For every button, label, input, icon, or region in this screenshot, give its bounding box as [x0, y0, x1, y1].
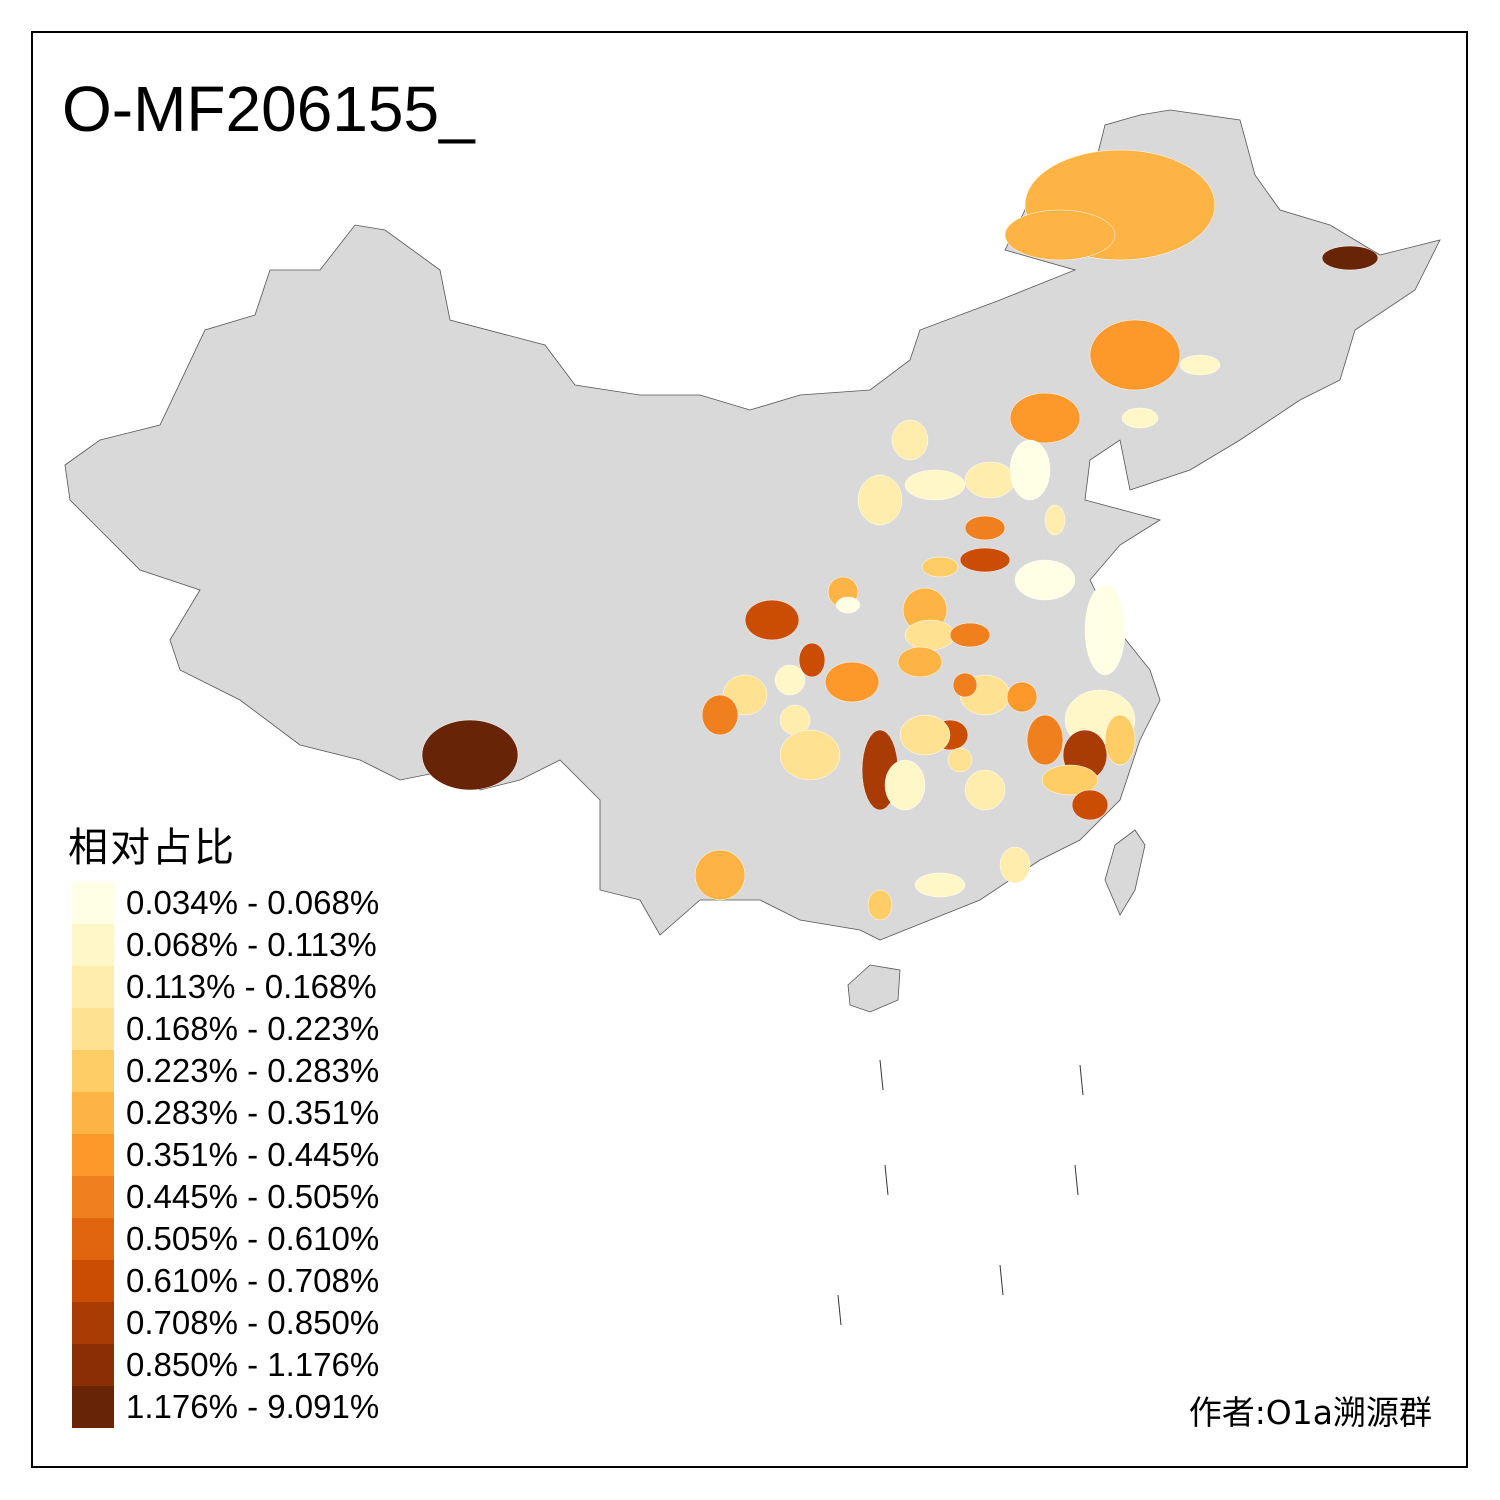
hainan-island — [847, 964, 901, 1013]
legend-swatch — [72, 882, 114, 924]
region — [999, 846, 1031, 884]
legend-swatch — [72, 1344, 114, 1386]
legend-label: 1.176% - 9.091% — [126, 1388, 380, 1425]
legend-item: 0.610% - 0.708% — [72, 1260, 379, 1302]
legend-item: 0.168% - 0.223% — [72, 1008, 379, 1050]
legend-item: 1.176% - 9.091% — [72, 1386, 379, 1428]
nine-dash-line-segment — [879, 1059, 884, 1091]
legend-label: 0.505% - 0.610% — [126, 1220, 380, 1257]
region — [964, 461, 1016, 499]
region — [947, 747, 973, 773]
nine-dash-line-segment — [999, 1264, 1004, 1296]
region — [1026, 714, 1064, 766]
region — [835, 596, 861, 614]
region — [964, 769, 1006, 811]
region — [1014, 559, 1076, 601]
region — [1041, 764, 1099, 796]
nine-dash-line-segment — [1074, 1164, 1079, 1196]
region — [421, 719, 519, 791]
region — [904, 619, 956, 651]
region — [891, 419, 929, 461]
region — [959, 547, 1011, 573]
region — [1071, 789, 1109, 821]
region — [1121, 407, 1159, 429]
region — [1084, 584, 1126, 676]
legend-item: 0.351% - 0.445% — [72, 1134, 379, 1176]
plot-frame — [31, 31, 1468, 1468]
region — [1321, 245, 1379, 271]
region — [884, 759, 926, 811]
legend-label: 0.610% - 0.708% — [126, 1262, 380, 1299]
legend-item: 0.223% - 0.283% — [72, 1050, 379, 1092]
legend-label: 0.445% - 0.505% — [126, 1178, 380, 1215]
legend-swatch — [72, 924, 114, 966]
legend-swatch — [72, 1386, 114, 1428]
legend-swatch — [72, 1008, 114, 1050]
region — [824, 661, 880, 703]
legend-title: 相对占比 — [68, 825, 236, 871]
legend-label: 0.223% - 0.283% — [126, 1052, 380, 1089]
nine-dash-line-segment — [884, 1164, 889, 1196]
author-credit: 作者:O1a溯源群 — [1188, 1393, 1432, 1432]
legend-item: 0.708% - 0.850% — [72, 1302, 379, 1344]
legend-swatch — [72, 1302, 114, 1344]
region — [1009, 439, 1051, 501]
legend-swatch — [72, 1050, 114, 1092]
nine-dash-line-segment — [1079, 1064, 1084, 1096]
legend-label: 0.168% - 0.223% — [126, 1010, 380, 1047]
region — [1006, 681, 1038, 713]
legend-item: 0.505% - 0.610% — [72, 1218, 379, 1260]
region — [952, 672, 978, 698]
china-outline — [64, 109, 1441, 941]
region — [1089, 319, 1181, 391]
region — [964, 515, 1006, 541]
legend-label: 0.283% - 0.351% — [126, 1094, 380, 1131]
region — [779, 729, 841, 781]
region — [949, 622, 991, 648]
legend-item: 0.068% - 0.113% — [72, 924, 379, 966]
legend-item: 0.283% - 0.351% — [72, 1092, 379, 1134]
map-title: O-MF206155_ — [62, 73, 475, 145]
legend-swatch — [72, 1260, 114, 1302]
legend-label: 0.708% - 0.850% — [126, 1304, 380, 1341]
region — [774, 664, 806, 696]
legend-item: 0.113% - 0.168% — [72, 966, 379, 1008]
legend: 0.034% - 0.068% 0.068% - 0.113% 0.113% - 0… — [72, 882, 379, 1428]
region — [1004, 209, 1116, 261]
region — [701, 694, 739, 736]
legend-label: 0.113% - 0.168% — [126, 968, 377, 1005]
region — [1009, 392, 1081, 444]
taiwan-island — [1104, 829, 1146, 916]
legend-item: 0.850% - 1.176% — [72, 1344, 379, 1386]
legend-label: 0.850% - 1.176% — [126, 1346, 380, 1383]
legend-label: 0.068% - 0.113% — [126, 926, 377, 963]
legend-swatch — [72, 1134, 114, 1176]
legend-item: 0.445% - 0.505% — [72, 1176, 379, 1218]
region — [1044, 504, 1066, 536]
region — [867, 889, 893, 921]
legend-swatch — [72, 966, 114, 1008]
region — [744, 599, 800, 641]
region — [798, 642, 826, 678]
region — [904, 469, 966, 501]
region — [857, 474, 903, 526]
region — [914, 872, 966, 898]
legend-label: 0.034% - 0.068% — [126, 884, 380, 921]
region — [1104, 714, 1136, 766]
region — [921, 556, 959, 578]
legend-label: 0.351% - 0.445% — [126, 1136, 380, 1173]
legend-swatch — [72, 1092, 114, 1134]
region — [897, 646, 943, 678]
region — [694, 849, 746, 901]
legend-swatch — [72, 1218, 114, 1260]
legend-swatch — [72, 1176, 114, 1218]
region — [1179, 354, 1221, 376]
legend-item: 0.034% - 0.068% — [72, 882, 379, 924]
nine-dash-line-segment — [837, 1294, 842, 1326]
region — [899, 714, 951, 756]
